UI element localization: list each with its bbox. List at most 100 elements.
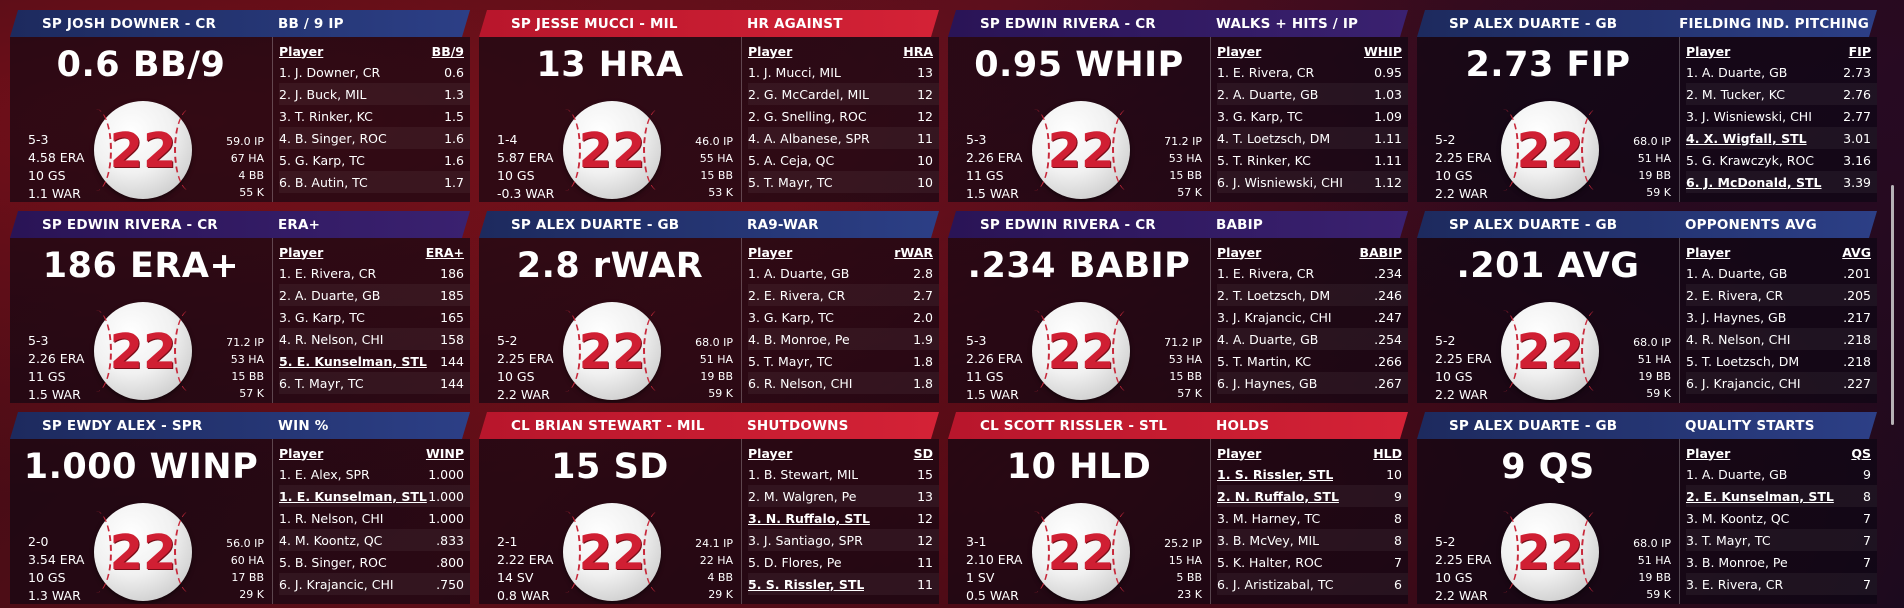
column-header-player[interactable]: Player <box>1686 244 1731 260</box>
column-header-stat[interactable]: BABIP <box>1359 244 1402 260</box>
leader-row[interactable]: 2. N. Ruffalo, STL 9 <box>1217 485 1408 507</box>
column-header-stat[interactable]: SD <box>913 445 933 461</box>
leader-row[interactable]: 6. J. McDonald, STL 3.39 <box>1686 171 1877 193</box>
leader-player-name[interactable]: 4. A. Albanese, SPR <box>748 130 870 146</box>
leader-player-name[interactable]: 5. S. Rissler, STL <box>748 576 865 592</box>
leader-row[interactable]: 5. T. Loetzsch, DM .218 <box>1686 350 1877 372</box>
column-header-player[interactable]: Player <box>1217 445 1262 461</box>
leader-player-name[interactable]: 6. J. McDonald, STL <box>1686 174 1822 190</box>
leader-row[interactable]: 2. M. Walgren, Pe 13 <box>748 485 939 507</box>
card-header-player[interactable]: CL SCOTT RISSLER - STL <box>980 417 1168 434</box>
card-header-player[interactable]: SP ALEX DUARTE - GB <box>511 216 680 233</box>
baseball-jersey-icon[interactable]: 22 <box>563 503 661 601</box>
leader-player-name[interactable]: 3. J. Wisniewski, CHI <box>1686 108 1812 124</box>
baseball-jersey-icon[interactable]: 22 <box>94 302 192 400</box>
leader-row[interactable]: 5. K. Halter, ROC 7 <box>1217 551 1408 573</box>
leader-row[interactable]: 1. A. Duarte, GB .201 <box>1686 262 1877 284</box>
card-header-player[interactable]: SP EDWIN RIVERA - CR <box>980 15 1156 32</box>
leader-row[interactable]: 4. A. Duarte, GB .254 <box>1217 328 1408 350</box>
card-header-player[interactable]: SP JOSH DOWNER - CR <box>42 15 217 32</box>
leader-player-name[interactable]: 4. T. Loetzsch, DM <box>1217 130 1331 146</box>
leader-player-name[interactable]: 3. N. Ruffalo, STL <box>748 510 870 526</box>
card-header-player[interactable]: SP EDWIN RIVERA - CR <box>980 216 1156 233</box>
leader-player-name[interactable]: 2. A. Duarte, GB <box>279 287 381 303</box>
leader-row[interactable]: 1. E. Rivera, CR 186 <box>279 262 470 284</box>
leader-row[interactable]: 1. B. Stewart, MIL 15 <box>748 463 939 485</box>
leader-player-name[interactable]: 3. M. Harney, TC <box>1217 510 1321 526</box>
leader-row[interactable]: 2. E. Kunselman, STL 8 <box>1686 485 1877 507</box>
leader-row[interactable]: 5. T. Rinker, KC 1.11 <box>1217 149 1408 171</box>
column-header-player[interactable]: Player <box>1686 445 1731 461</box>
leader-player-name[interactable]: 2. E. Rivera, CR <box>748 287 846 303</box>
leader-player-name[interactable]: 3. J. Krajancic, CHI <box>1217 309 1332 325</box>
leader-player-name[interactable]: 2. E. Kunselman, STL <box>1686 488 1834 504</box>
leader-row[interactable]: 3. G. Karp, TC 165 <box>279 306 470 328</box>
baseball-jersey-icon[interactable]: 22 <box>94 503 192 601</box>
leader-row[interactable]: 3. B. McVey, MIL 8 <box>1217 529 1408 551</box>
column-header-stat[interactable]: AVG <box>1842 244 1871 260</box>
leader-row[interactable]: 6. B. Autin, TC 1.7 <box>279 171 470 193</box>
column-header-player[interactable]: Player <box>1686 43 1731 59</box>
leader-row[interactable]: 3. J. Wisniewski, CHI 2.77 <box>1686 105 1877 127</box>
leader-player-name[interactable]: 3. M. Koontz, QC <box>1686 510 1790 526</box>
leader-card[interactable]: SP ALEX DUARTE - GB FIELDING IND. PITCHI… <box>1417 10 1877 202</box>
leader-player-name[interactable]: 6. J. Krajancic, CHI <box>279 576 394 592</box>
leader-row[interactable]: 2. E. Rivera, CR 2.7 <box>748 284 939 306</box>
leader-row[interactable]: 1. J. Mucci, MIL 13 <box>748 61 939 83</box>
leader-player-name[interactable]: 6. T. Mayr, TC <box>279 375 364 391</box>
leader-card[interactable]: CL BRIAN STEWART - MIL SHUTDOWNS 15 SD 2… <box>479 412 939 604</box>
leader-row[interactable]: 5. A. Ceja, QC 10 <box>748 149 939 171</box>
leader-card[interactable]: SP ALEX DUARTE - GB OPPONENTS AVG .201 A… <box>1417 211 1877 403</box>
leader-row[interactable]: 6. J. Krajancic, CHI .750 <box>279 573 470 595</box>
leader-player-name[interactable]: 1. A. Duarte, GB <box>1686 64 1788 80</box>
leader-row[interactable]: 3. B. Monroe, Pe 7 <box>1686 551 1877 573</box>
column-header-player[interactable]: Player <box>279 445 324 461</box>
leader-player-name[interactable]: 2. M. Walgren, Pe <box>748 488 857 504</box>
leader-row[interactable]: 3. J. Santiago, SPR 12 <box>748 529 939 551</box>
leader-player-name[interactable]: 5. D. Flores, Pe <box>748 554 842 570</box>
leader-row[interactable]: 4. T. Loetzsch, DM 1.11 <box>1217 127 1408 149</box>
leader-player-name[interactable]: 3. E. Rivera, CR <box>1686 576 1784 592</box>
leader-player-name[interactable]: 5. T. Mayr, TC <box>748 174 833 190</box>
leader-player-name[interactable]: 3. J. Haynes, GB <box>1686 309 1787 325</box>
card-header-player[interactable]: SP EDWIN RIVERA - CR <box>42 216 218 233</box>
leader-row[interactable]: 2. G. McCardel, MIL 12 <box>748 83 939 105</box>
column-header-stat[interactable]: FIP <box>1848 43 1871 59</box>
leader-row[interactable]: 5. G. Karp, TC 1.6 <box>279 149 470 171</box>
leader-card[interactable]: SP EWDY ALEX - SPR WIN % 1.000 WINP 22 2… <box>10 412 470 604</box>
vertical-scrollbar[interactable] <box>1891 185 1894 425</box>
leader-player-name[interactable]: 1. J. Downer, CR <box>279 64 381 80</box>
leader-row[interactable]: 6. J. Haynes, GB .267 <box>1217 372 1408 394</box>
leader-row[interactable]: 6. J. Aristizabal, TC 6 <box>1217 573 1408 595</box>
leader-row[interactable]: 3. M. Harney, TC 8 <box>1217 507 1408 529</box>
leader-row[interactable]: 1. A. Duarte, GB 2.73 <box>1686 61 1877 83</box>
leader-player-name[interactable]: 2. E. Rivera, CR <box>1686 287 1784 303</box>
leader-row[interactable]: 6. R. Nelson, CHI 1.8 <box>748 372 939 394</box>
leader-card[interactable]: SP ALEX DUARTE - GB QUALITY STARTS 9 QS … <box>1417 412 1877 604</box>
leader-row[interactable]: 3. N. Ruffalo, STL 12 <box>748 507 939 529</box>
leader-card[interactable]: SP EDWIN RIVERA - CR ERA+ 186 ERA+ 22 5-… <box>10 211 470 403</box>
leader-row[interactable]: 2. E. Rivera, CR .205 <box>1686 284 1877 306</box>
leader-row[interactable]: 3. E. Rivera, CR 7 <box>1686 573 1877 595</box>
baseball-jersey-icon[interactable]: 22 <box>563 302 661 400</box>
leader-card[interactable]: SP JESSE MUCCI - MIL HR AGAINST 13 HRA 2… <box>479 10 939 202</box>
leader-card[interactable]: SP EDWIN RIVERA - CR WALKS + HITS / IP 0… <box>948 10 1408 202</box>
column-header-stat[interactable]: ERA+ <box>425 244 464 260</box>
leader-row[interactable]: 5. S. Rissler, STL 11 <box>748 573 939 595</box>
leader-row[interactable]: 4. X. Wigfall, STL 3.01 <box>1686 127 1877 149</box>
column-header-stat[interactable]: rWAR <box>894 244 933 260</box>
leader-player-name[interactable]: 6. J. Wisniewski, CHI <box>1217 174 1343 190</box>
leader-player-name[interactable]: 4. B. Monroe, Pe <box>748 331 850 347</box>
leader-player-name[interactable]: 2. J. Buck, MIL <box>279 86 367 102</box>
leader-row[interactable]: 1. J. Downer, CR 0.6 <box>279 61 470 83</box>
leader-player-name[interactable]: 4. B. Singer, ROC <box>279 130 387 146</box>
column-header-player[interactable]: Player <box>279 43 324 59</box>
leader-player-name[interactable]: 6. J. Haynes, GB <box>1217 375 1318 391</box>
column-header-player[interactable]: Player <box>1217 244 1262 260</box>
baseball-jersey-icon[interactable]: 22 <box>1501 503 1599 601</box>
leader-row[interactable]: 2. G. Snelling, ROC 12 <box>748 105 939 127</box>
column-header-stat[interactable]: HLD <box>1373 445 1402 461</box>
baseball-jersey-icon[interactable]: 22 <box>94 101 192 199</box>
column-header-stat[interactable]: HRA <box>903 43 933 59</box>
leader-row[interactable]: 4. B. Monroe, Pe 1.9 <box>748 328 939 350</box>
